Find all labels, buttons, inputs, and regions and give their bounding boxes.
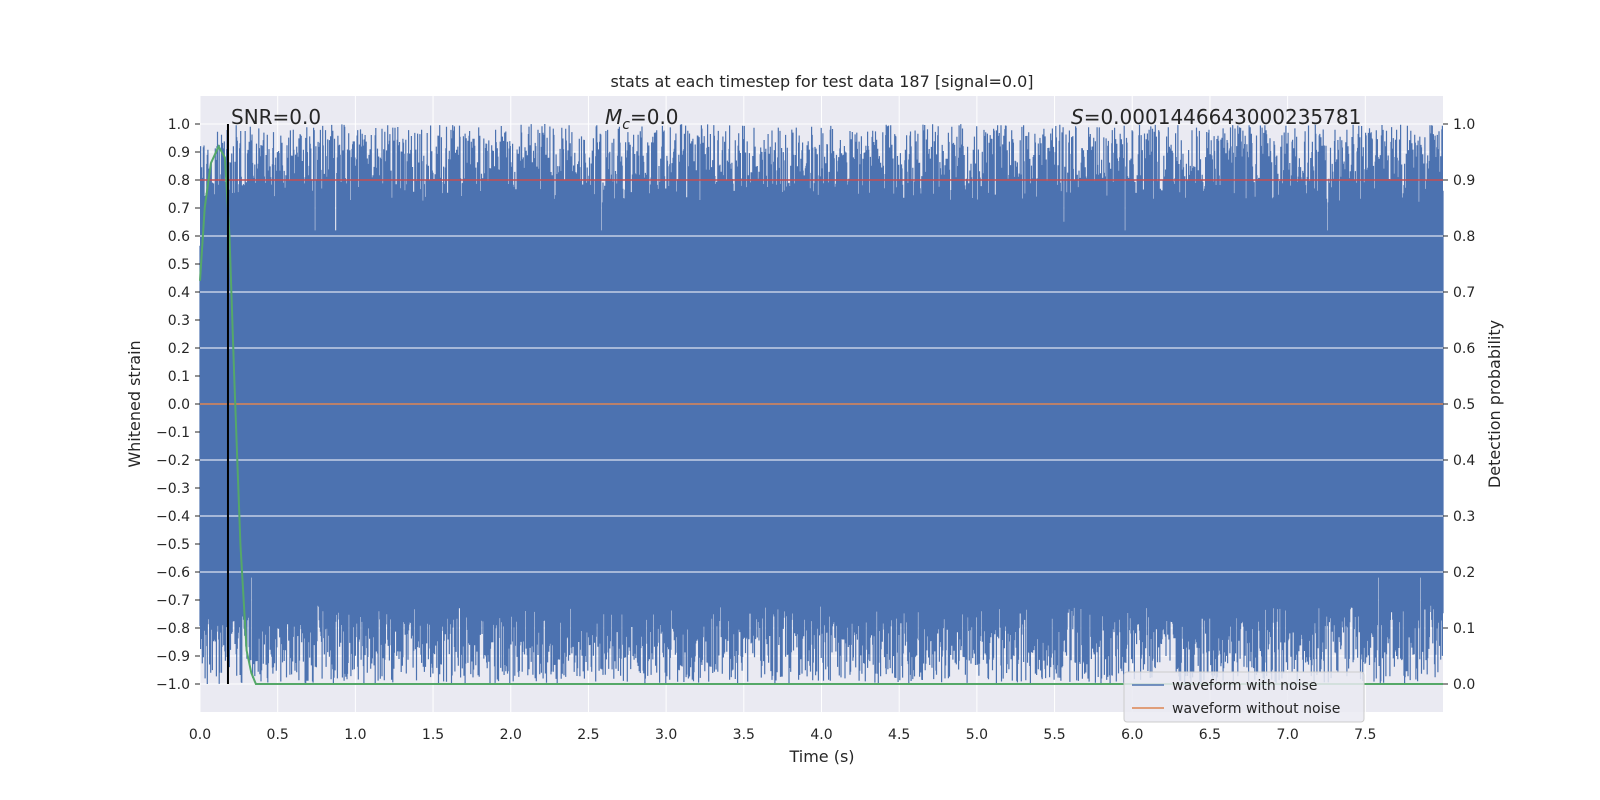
y2-tick-label: 0.4: [1453, 453, 1475, 469]
x-tick-label: 1.0: [344, 727, 366, 743]
x-tick-label: 7.0: [1276, 727, 1298, 743]
y-tick-label: −0.9: [156, 649, 190, 665]
snr-annotation: SNR=0.0: [231, 105, 321, 129]
chart-title: stats at each timestep for test data 187…: [610, 72, 1033, 91]
x-tick-label: 7.5: [1354, 727, 1376, 743]
y2-tick-label: 0.2: [1453, 565, 1475, 581]
legend-box: [1123, 671, 1365, 723]
y2-tick-label: 0.7: [1453, 285, 1475, 301]
x-tick-label: 1.5: [422, 727, 444, 743]
y-tick-label: 0.2: [168, 341, 190, 357]
y-tick-label: 0.6: [168, 229, 190, 245]
y-tick-label: −1.0: [156, 677, 190, 693]
y2-axis-ticks: 1.0 0.9 0.8 0.7 0.6 0.5 0.4 0.3 0.2 0.1 0.0: [1443, 117, 1475, 693]
y-tick-label: 0.7: [168, 201, 190, 217]
legend: waveform with noise waveform without noi…: [1123, 671, 1365, 723]
legend-label-clean: waveform without noise: [1172, 701, 1340, 717]
y-tick-label: −0.2: [156, 453, 190, 469]
y2-tick-label: 0.8: [1453, 229, 1475, 245]
y2-axis-label: Detection probability: [1485, 320, 1504, 488]
x-tick-label: 4.5: [888, 727, 910, 743]
y-tick-label: −0.3: [156, 481, 190, 497]
x-tick-label: 3.5: [733, 727, 755, 743]
y2-tick-label: 0.0: [1453, 677, 1475, 693]
y-tick-label: −0.7: [156, 593, 190, 609]
x-tick-label: 6.5: [1199, 727, 1221, 743]
y-tick-label: 0.8: [168, 173, 190, 189]
s-annotation: S=0.0001446643000235781: [1071, 105, 1361, 129]
y-tick-label: 0.9: [168, 145, 190, 161]
detection-probability-line: [199, 144, 1443, 685]
y-tick-label: −0.1: [156, 425, 190, 441]
y2-tick-label: 0.5: [1453, 397, 1475, 413]
x-tick-label: 6.0: [1121, 727, 1143, 743]
x-axis-label: Time (s): [788, 747, 854, 766]
x-tick-label: 5.5: [1043, 727, 1065, 743]
x-axis-ticks: 0.0 0.5 1.0 1.5 2.0 2.5 3.0 3.5 4.0 4.5 5.0 5.5 6.0 6…: [189, 727, 1377, 743]
y-tick-label: 1.0: [168, 117, 190, 133]
y2-tick-label: 0.9: [1453, 173, 1475, 189]
y-axis-ticks: 1.0 0.9 0.8 0.7 0.6 0.5 0.4 0.3 0.2 0.1 0.0 −0.1 −0.…: [156, 117, 200, 693]
y-tick-label: −0.4: [156, 509, 190, 525]
y2-tick-label: 0.1: [1453, 621, 1475, 637]
x-tick-label: 0.5: [267, 727, 289, 743]
y-tick-label: 0.5: [168, 257, 190, 273]
y-tick-label: −0.5: [156, 537, 190, 553]
chirp-mass-annotation: Mc=0.0: [605, 105, 679, 133]
y2-tick-label: 0.3: [1453, 509, 1475, 525]
y-axis-label: Whitened strain: [125, 340, 144, 467]
y-tick-label: −0.6: [156, 565, 190, 581]
y2-tick-label: 1.0: [1453, 117, 1475, 133]
y-tick-label: 0.1: [168, 369, 190, 385]
x-tick-label: 4.0: [810, 727, 832, 743]
line-series: [199, 124, 1443, 685]
y-tick-label: 0.3: [168, 313, 190, 329]
legend-label-noise: waveform with noise: [1172, 678, 1317, 694]
x-tick-label: 2.5: [577, 727, 599, 743]
y-tick-label: 0.0: [168, 397, 190, 413]
x-tick-label: 5.0: [966, 727, 988, 743]
x-tick-label: 2.0: [500, 727, 522, 743]
y2-tick-label: 0.6: [1453, 341, 1475, 357]
y-tick-label: 0.4: [168, 285, 190, 301]
x-tick-label: 0.0: [189, 727, 211, 743]
y-tick-label: −0.8: [156, 621, 190, 637]
x-tick-label: 3.0: [655, 727, 677, 743]
